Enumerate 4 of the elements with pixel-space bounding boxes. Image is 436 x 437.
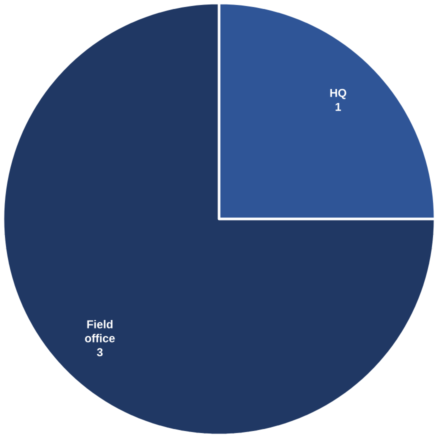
data-label: 3	[96, 348, 103, 356]
slice-label: HQ	[330, 88, 346, 100]
data-label: 1	[336, 102, 341, 111]
slice-label: Field office	[84, 320, 115, 342]
